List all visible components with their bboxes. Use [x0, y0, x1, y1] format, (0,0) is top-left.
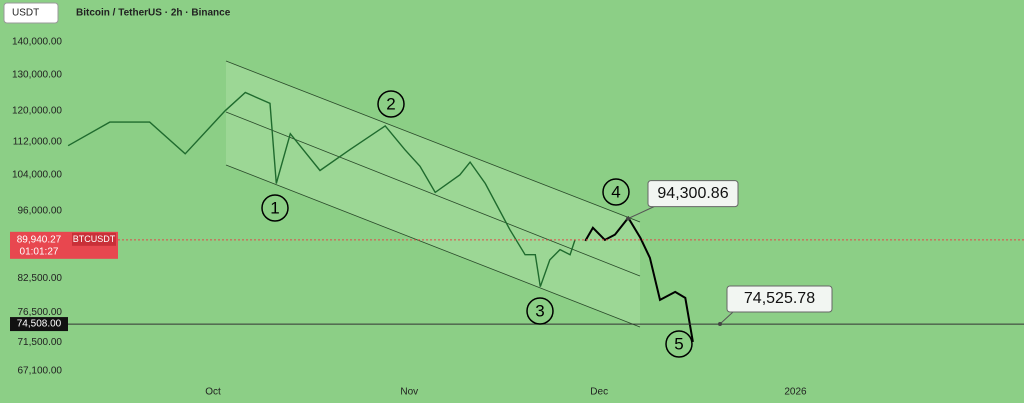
wave-circle — [377, 90, 405, 118]
y-tick-label: 104,000.00 — [12, 169, 62, 180]
annotation-box — [647, 180, 739, 208]
header: USDT Bitcoin / TetherUS · 2h · Binance — [3, 2, 231, 24]
wave-label: 5 — [674, 334, 683, 353]
chart-title: Bitcoin / TetherUS · 2h · Binance — [76, 8, 231, 19]
wave-label: 4 — [611, 182, 620, 201]
y-tick-label: 112,000.00 — [13, 136, 63, 147]
annotation-box — [726, 285, 833, 313]
channel-lower — [225, 164, 641, 328]
annotation-point — [626, 216, 630, 221]
x-tick-label: 2026 — [784, 387, 807, 398]
wave-circle — [526, 297, 554, 325]
symbol-box[interactable] — [3, 2, 59, 24]
annotation-connector — [719, 311, 734, 325]
y-tick-label: 120,000.00 — [12, 105, 62, 116]
annotation-point — [718, 321, 722, 326]
wave-circle — [665, 330, 693, 358]
x-tick-label: Oct — [205, 387, 221, 398]
wave-circle — [602, 178, 630, 206]
symbol-tag — [72, 232, 116, 246]
annotation-connector — [627, 206, 655, 220]
channel-upper — [225, 60, 641, 223]
wave-label: 1 — [270, 198, 279, 217]
symbol-text: USDT — [12, 8, 39, 19]
wave-circle — [261, 194, 289, 222]
y-tick-label: 82,500.00 — [18, 273, 63, 284]
annotation-label: 94,300.86 — [657, 185, 728, 202]
y-tick-label: 140,000.00 — [12, 36, 62, 47]
y-tick-label: 67,100.00 — [18, 366, 63, 377]
y-tick-label: 96,000.00 — [18, 205, 63, 216]
x-tick-label: Nov — [400, 387, 418, 398]
y-tick-label: 130,000.00 — [12, 70, 62, 81]
price-level-box — [10, 317, 68, 332]
plot: 140,000.00 130,000.00 120,000.00 112,000.00… — [10, 36, 1024, 398]
last-price-label: 89,940.27 — [17, 234, 62, 245]
countdown: 01:01:27 — [20, 246, 59, 257]
x-tick-label: Dec — [590, 387, 608, 398]
y-tick-label: 76,500.00 — [18, 307, 63, 318]
wave-label: 2 — [386, 94, 395, 113]
symbol-tag-label: BTCUSDT — [73, 234, 116, 244]
projection-line — [584, 216, 694, 343]
price-level-label: 74,508.00 — [17, 319, 62, 330]
y-tick-label: 71,500.00 — [18, 337, 63, 348]
annotation-label: 74,525.78 — [744, 290, 815, 307]
wave-label: 3 — [535, 301, 544, 320]
wave-labels: 1 2 3 4 5 — [261, 90, 693, 358]
price-line — [67, 91, 576, 287]
